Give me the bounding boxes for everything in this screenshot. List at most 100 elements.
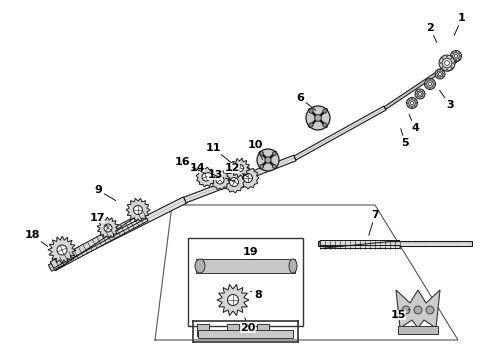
Circle shape [229,177,239,186]
Text: 20: 20 [240,318,256,333]
Text: 18: 18 [24,230,48,246]
Text: 1: 1 [454,13,466,36]
Circle shape [442,58,452,68]
Circle shape [442,67,443,68]
Circle shape [442,76,443,77]
Circle shape [450,50,462,62]
Circle shape [439,55,455,71]
Text: 8: 8 [250,290,262,300]
Circle shape [104,224,112,232]
Circle shape [435,69,445,79]
Circle shape [424,78,436,90]
Circle shape [434,84,435,85]
Circle shape [444,68,445,69]
Text: 5: 5 [401,129,409,148]
Circle shape [442,58,443,59]
Polygon shape [230,158,250,178]
Circle shape [412,98,413,99]
Circle shape [323,123,327,127]
Text: 12: 12 [224,163,247,177]
Circle shape [257,149,279,171]
Circle shape [415,106,416,107]
Circle shape [407,98,417,108]
Circle shape [456,51,457,52]
Circle shape [451,61,452,62]
Polygon shape [320,240,400,248]
Polygon shape [97,217,119,239]
Polygon shape [384,57,461,109]
Circle shape [415,99,416,100]
Circle shape [451,58,452,59]
Circle shape [444,62,452,69]
Circle shape [426,306,434,314]
Circle shape [439,72,441,76]
Circle shape [437,71,443,77]
Text: 2: 2 [426,23,437,42]
Circle shape [453,62,454,64]
Polygon shape [318,240,472,246]
Circle shape [444,61,445,62]
Circle shape [444,60,449,66]
Polygon shape [184,155,296,203]
Circle shape [440,62,441,64]
Bar [197,324,209,336]
Circle shape [428,82,432,86]
Circle shape [410,102,414,105]
Circle shape [426,80,427,81]
Circle shape [453,53,459,59]
Circle shape [447,60,448,61]
Text: 9: 9 [94,185,116,201]
Text: 17: 17 [89,213,108,226]
Circle shape [443,73,444,75]
Text: 6: 6 [296,93,316,110]
Circle shape [414,306,422,314]
Polygon shape [196,259,295,273]
Text: 16: 16 [174,157,205,174]
Circle shape [418,93,421,95]
Circle shape [442,59,454,71]
Circle shape [446,69,448,70]
Text: 19: 19 [242,247,258,260]
Polygon shape [49,197,187,271]
Text: 3: 3 [440,90,454,110]
Circle shape [265,157,271,163]
Polygon shape [217,284,249,316]
Circle shape [216,176,224,184]
Circle shape [446,56,448,57]
Circle shape [272,152,276,156]
Circle shape [447,69,448,70]
Text: 14: 14 [189,163,220,177]
Circle shape [412,107,413,108]
Text: 11: 11 [205,143,236,166]
Circle shape [436,73,437,75]
Circle shape [446,63,450,67]
Circle shape [272,165,276,168]
Circle shape [425,84,426,85]
Polygon shape [196,167,216,187]
Circle shape [409,100,416,106]
Bar [227,324,239,336]
Ellipse shape [289,259,297,273]
Polygon shape [223,171,245,193]
Circle shape [402,306,410,314]
Circle shape [437,71,438,72]
Polygon shape [48,236,76,264]
Text: 15: 15 [391,309,410,320]
Text: 13: 13 [207,170,235,181]
Circle shape [227,294,239,306]
Circle shape [315,114,321,121]
Bar [257,324,269,336]
Text: 4: 4 [409,114,419,133]
Circle shape [440,69,441,71]
Polygon shape [210,170,230,190]
Circle shape [415,89,425,99]
Bar [188,238,303,326]
Polygon shape [126,198,150,222]
Bar [398,326,438,334]
Polygon shape [198,330,293,338]
Circle shape [433,80,434,81]
Polygon shape [294,106,386,160]
Circle shape [417,91,423,97]
Ellipse shape [195,259,205,273]
Circle shape [133,206,143,215]
